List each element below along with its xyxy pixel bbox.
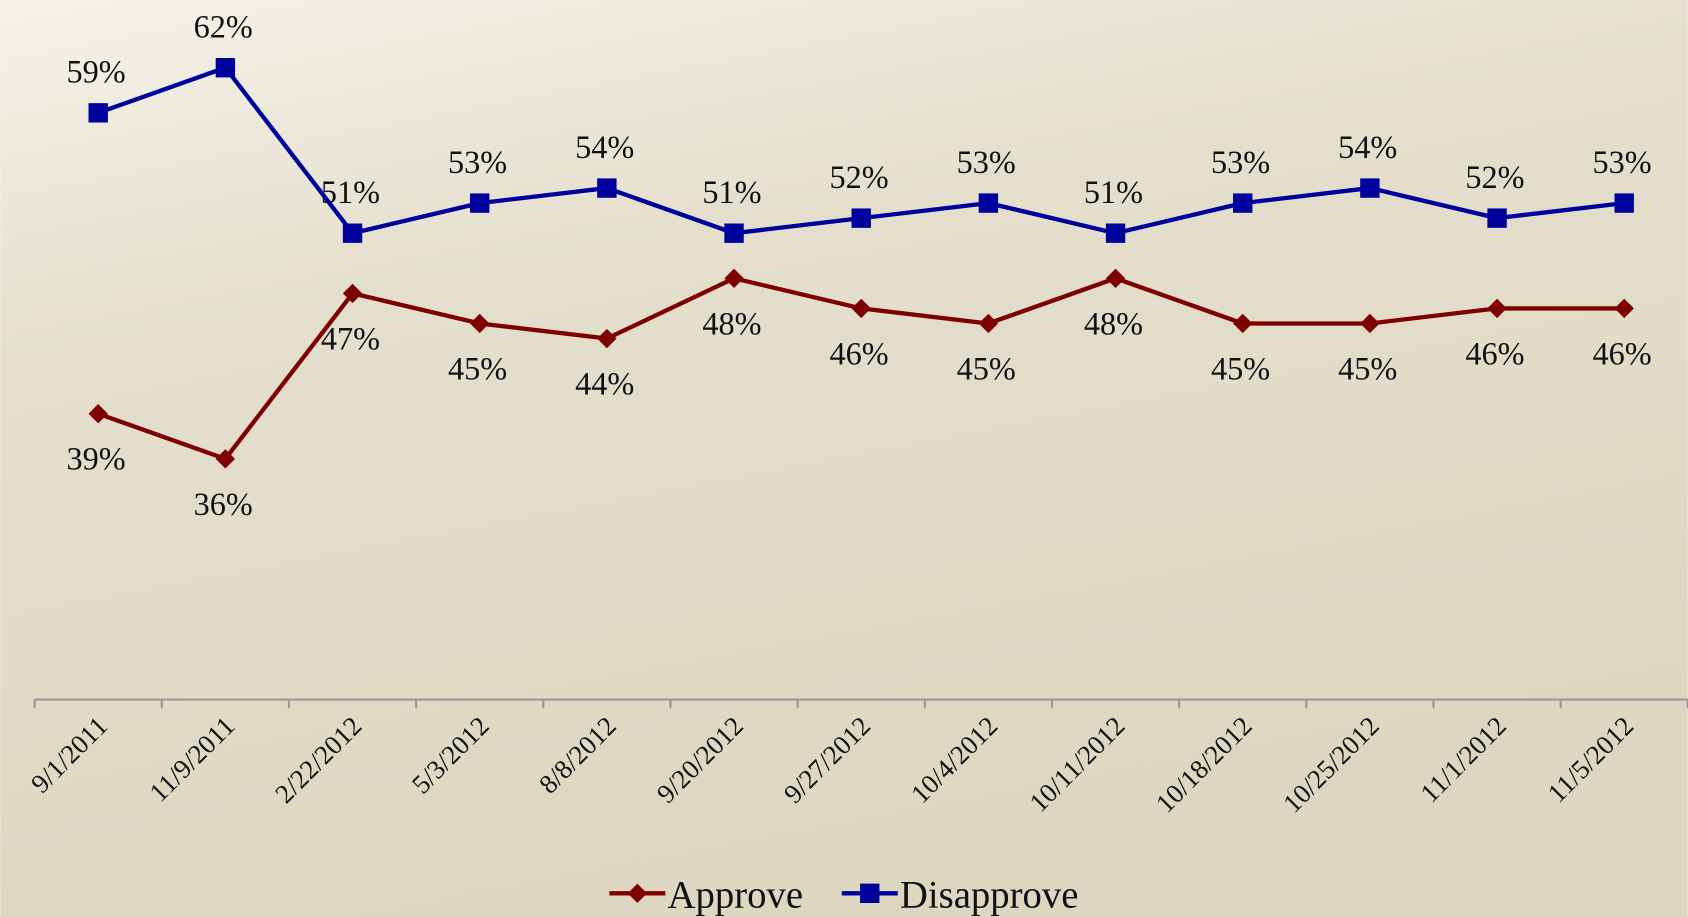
marker [724,268,744,289]
marker [851,208,871,228]
marker [978,313,999,334]
marker [470,193,490,213]
legend-label: Disapprove [900,873,1079,916]
marker [342,223,363,243]
marker [342,283,363,304]
marker [88,103,108,123]
data-label: 47% [321,320,380,356]
data-label: 46% [829,335,888,371]
data-label: 45% [1211,350,1270,386]
data-label: 44% [575,365,634,401]
data-label: 36% [194,486,253,522]
data-label: 46% [1592,335,1651,371]
marker [1487,298,1507,319]
data-label: 53% [1592,144,1651,180]
marker [724,223,744,243]
data-label: 53% [1211,144,1270,180]
marker [1360,313,1380,334]
marker [860,883,880,904]
data-label: 45% [1338,350,1397,386]
data-label: 45% [957,350,1016,386]
marker [470,313,490,334]
data-label: 53% [957,144,1016,180]
data-label: 52% [1465,159,1524,195]
data-label: 54% [575,129,634,165]
data-label: 53% [448,144,507,180]
marker [597,178,617,198]
data-label: 51% [702,174,761,210]
data-label: 54% [1338,129,1397,165]
marker [215,58,236,78]
marker [1105,223,1126,243]
marker [978,193,999,213]
marker [851,298,871,319]
data-label: 39% [66,441,125,477]
marker [1105,268,1126,289]
data-label: 48% [1084,305,1143,341]
marker [1614,193,1634,213]
data-label: 51% [321,174,380,210]
data-label: 45% [448,350,507,386]
data-label: 51% [1084,174,1143,210]
marker [1487,208,1507,228]
data-label: 46% [1465,335,1524,371]
marker [627,883,648,904]
marker [88,404,108,424]
marker [1233,193,1253,213]
data-label: 48% [702,305,761,341]
data-label: 52% [829,159,888,195]
legend-item: Approve [609,873,803,916]
legend-item: Disapprove [841,873,1079,916]
marker [1614,298,1634,319]
data-label: 62% [194,9,253,45]
marker [1360,178,1380,198]
legend-label: Approve [667,873,803,916]
data-label: 59% [66,54,125,90]
